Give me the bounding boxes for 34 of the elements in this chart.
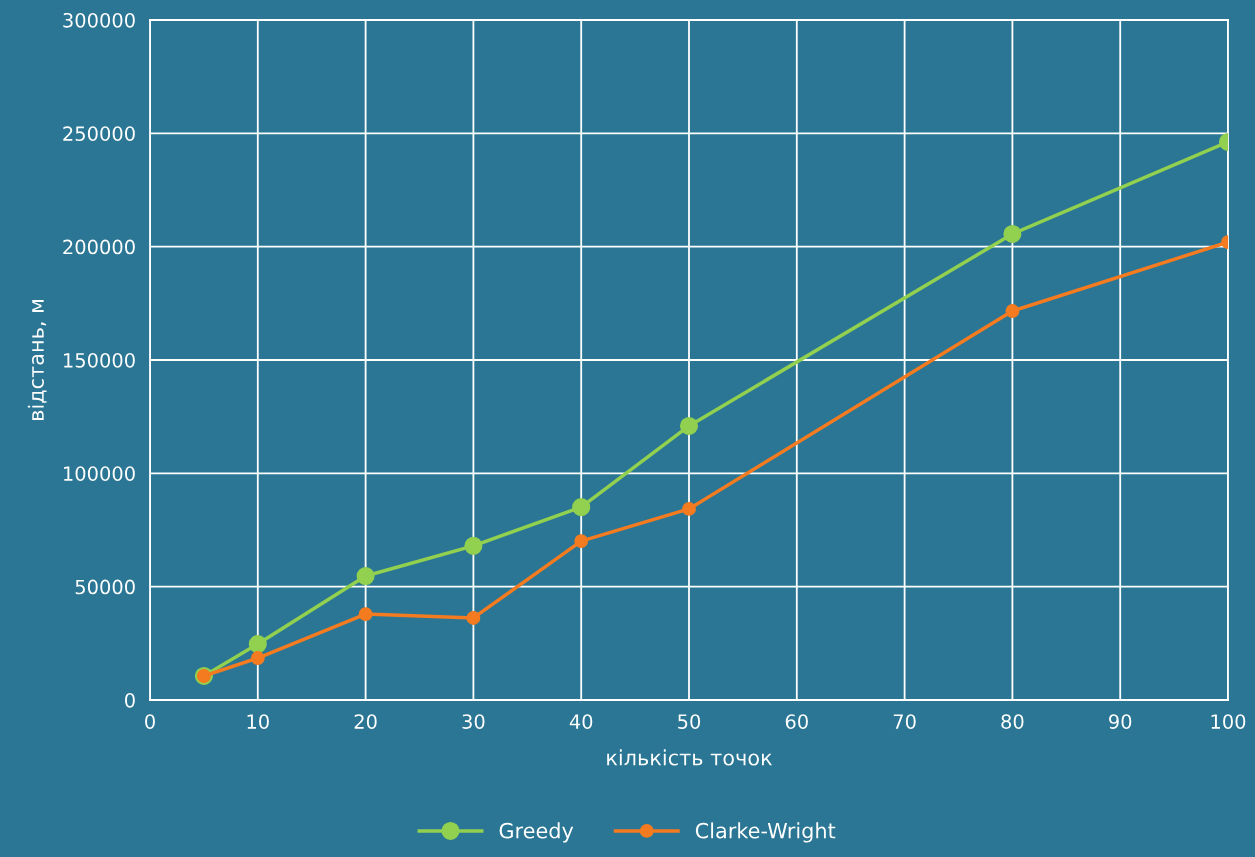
x-tick-label: 10	[247, 714, 269, 729]
y-tick-label: 0	[125, 692, 135, 708]
x-tick-label: 40	[569, 714, 593, 729]
x-tick-label: 50	[678, 714, 701, 729]
point	[572, 498, 591, 517]
legend-label: Clarke-Wright	[695, 822, 836, 843]
point	[466, 611, 481, 625]
x-tick-label: 0	[145, 714, 155, 729]
point	[682, 501, 696, 516]
point	[1003, 224, 1022, 244]
x-tick-label: 70	[893, 714, 916, 729]
x-tick-label: 80	[1001, 714, 1024, 729]
point	[248, 634, 267, 654]
y-tick-label: 200000	[63, 239, 135, 255]
y-tick-label: 100000	[64, 466, 135, 481]
y-tick-label: 50000	[75, 579, 135, 595]
y-tick-label: 300000	[63, 12, 135, 28]
y-tick-label: 250000	[63, 126, 135, 141]
point	[464, 536, 483, 555]
x-tick-label: 60	[785, 714, 808, 729]
point	[358, 607, 373, 622]
x-axis-title: кількість точок	[607, 749, 772, 766]
x-tick-label: 90	[1109, 714, 1132, 729]
point	[250, 651, 265, 666]
point	[679, 416, 699, 435]
y-tick-label: 150000	[64, 352, 135, 368]
point	[1005, 304, 1020, 318]
point	[356, 566, 375, 586]
legend-label: Greedy	[499, 822, 574, 843]
y-axis-title: відстань, м	[27, 300, 47, 420]
x-tick-label: 30	[462, 714, 485, 729]
x-tick-label: 100	[1211, 714, 1246, 729]
point	[574, 534, 589, 549]
x-tick-label: 20	[354, 714, 377, 729]
